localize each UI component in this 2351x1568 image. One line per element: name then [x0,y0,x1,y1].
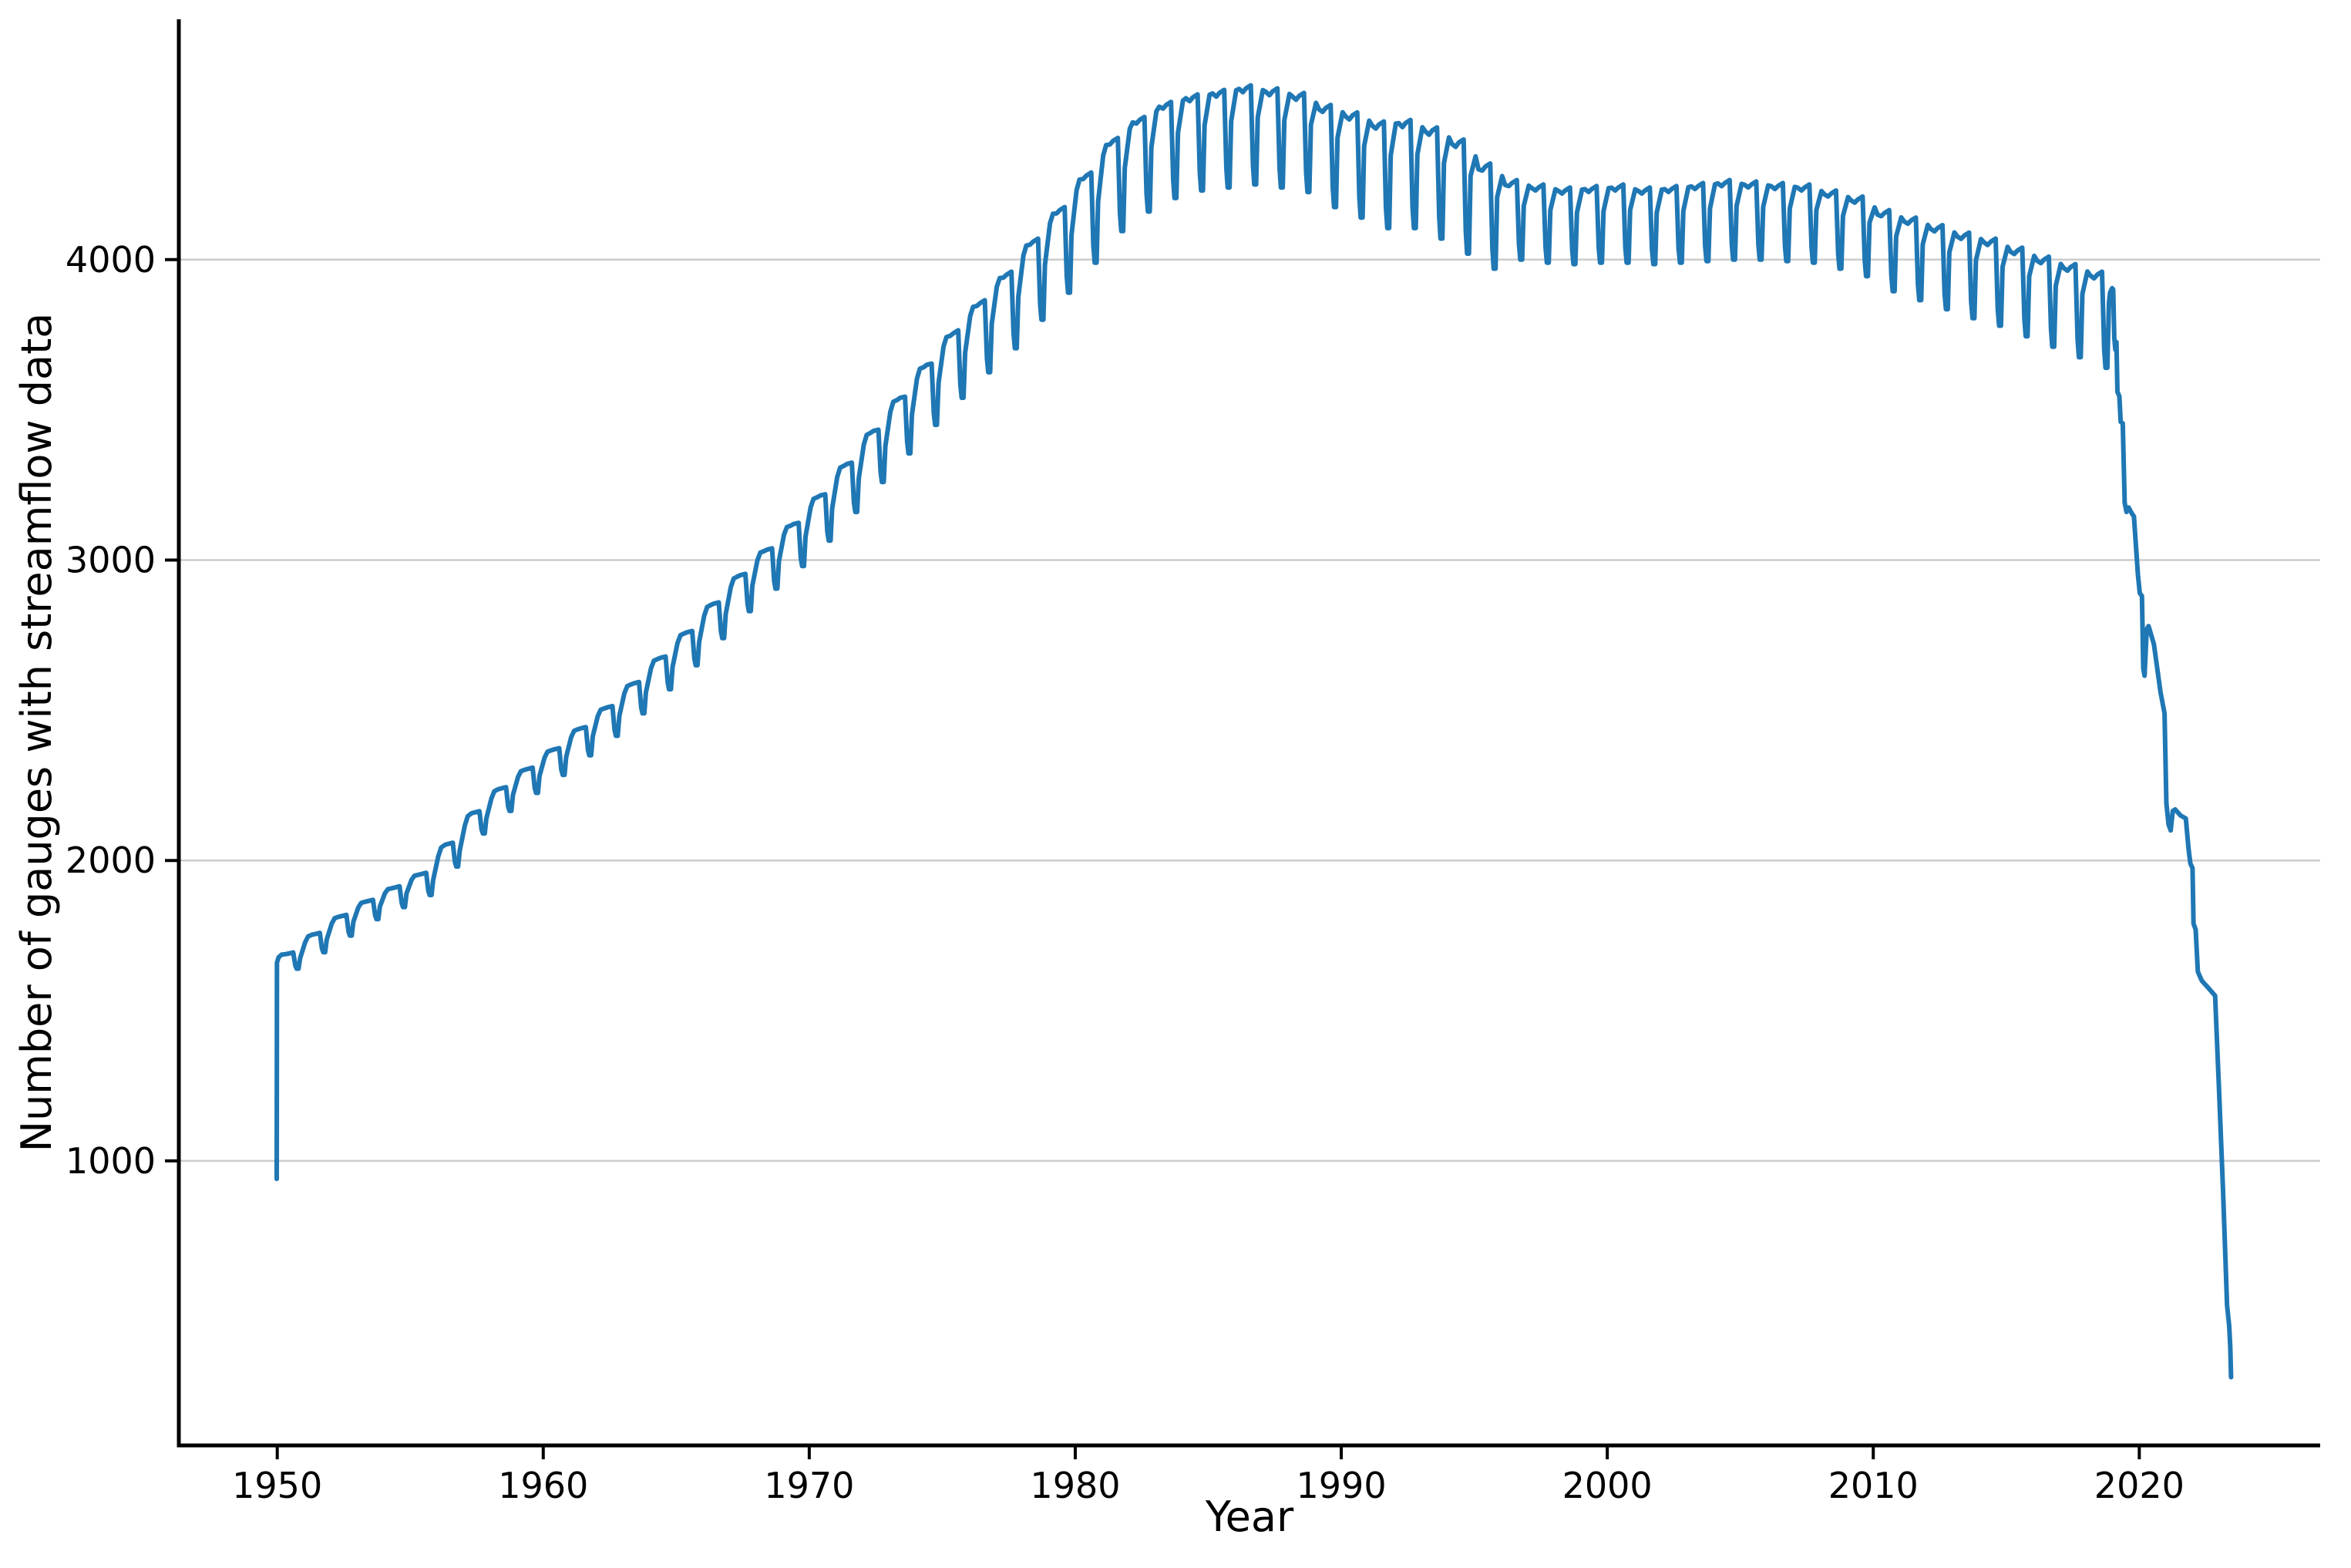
data-line [274,82,2234,1380]
x-tick-label: 1970 [764,1465,854,1506]
x-tick-label: 1950 [232,1465,322,1506]
y-tick-label: 3000 [66,539,156,580]
x-tick-label: 2020 [2094,1465,2185,1506]
x-tick-label: 1960 [498,1465,588,1506]
x-tick-label: 1980 [1030,1465,1120,1506]
y-tick-label: 2000 [66,840,156,881]
x-tick-label: 2000 [1562,1465,1653,1506]
x-tick-label: 1990 [1297,1465,1387,1506]
x-tick-label: 2010 [1828,1465,1919,1506]
y-tick-label: 1000 [66,1140,156,1182]
y-tick-label: 4000 [66,239,156,281]
y-axis-label: Number of gauges with streamflow data [12,312,61,1152]
x-axis-label: Year [1205,1492,1294,1541]
